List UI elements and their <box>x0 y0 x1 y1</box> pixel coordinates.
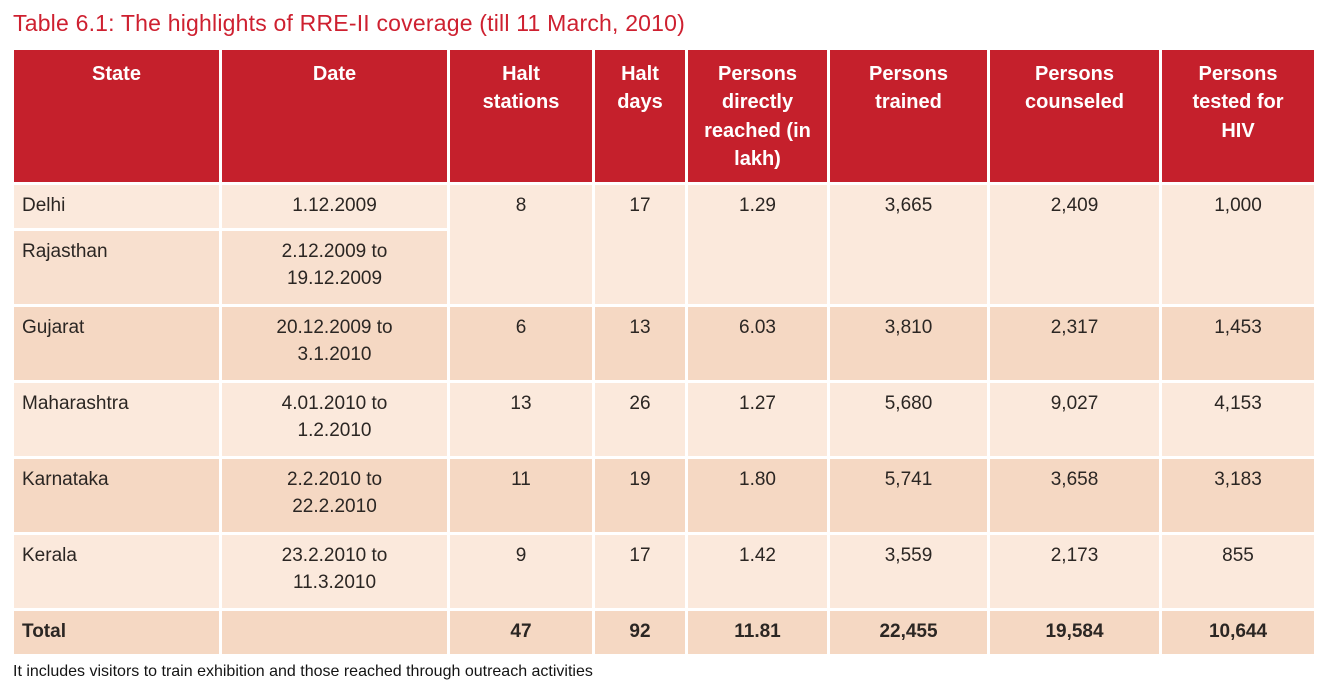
cell-date: 20.12.2009 to 3.1.2010 <box>219 303 450 383</box>
table-row-kerala: Kerala 23.2.2010 to 11.3.2010 9 17 1.42 … <box>11 531 1317 611</box>
table-row-delhi: Delhi 1.12.2009 8 17 1.29 3,665 2,409 1,… <box>11 181 1317 307</box>
coverage-table: State Date Halt stations Halt days Perso… <box>11 47 1317 657</box>
cell-persons-reached-total: 11.81 <box>685 607 830 657</box>
cell-persons-tested: 4,153 <box>1159 379 1317 459</box>
cell-halt-stations: 11 <box>447 455 595 535</box>
cell-persons-trained: 3,810 <box>827 303 990 383</box>
footnote: It includes visitors to train exhibition… <box>13 662 593 680</box>
cell-total-date-empty <box>219 607 450 657</box>
cell-persons-tested: 1,453 <box>1159 303 1317 383</box>
cell-halt-days: 17 <box>592 181 688 307</box>
cell-persons-trained: 5,680 <box>827 379 990 459</box>
cell-persons-trained: 3,559 <box>827 531 990 611</box>
cell-halt-stations: 13 <box>447 379 595 459</box>
cell-date: 2.2.2010 to 22.2.2010 <box>219 455 450 535</box>
cell-persons-reached: 6.03 <box>685 303 830 383</box>
col-header-halt-stations: Halt stations <box>447 47 595 185</box>
table-row-gujarat: Gujarat 20.12.2009 to 3.1.2010 6 13 6.03… <box>11 303 1317 383</box>
table-row-total: Total 47 92 11.81 22,455 19,584 10,644 <box>11 607 1317 657</box>
col-header-persons-reached: Persons directly reached (in lakh) <box>685 47 830 185</box>
cell-persons-reached: 1.27 <box>685 379 830 459</box>
col-header-state: State <box>11 47 222 185</box>
col-header-persons-tested: Persons tested for HIV <box>1159 47 1317 185</box>
cell-persons-tested-total: 10,644 <box>1159 607 1317 657</box>
table-row-karnataka: Karnataka 2.2.2010 to 22.2.2010 11 19 1.… <box>11 455 1317 535</box>
table-row-maharashtra: Maharashtra 4.01.2010 to 1.2.2010 13 26 … <box>11 379 1317 459</box>
cell-persons-counseled: 2,173 <box>987 531 1162 611</box>
cell-state: Gujarat <box>11 303 222 383</box>
cell-state: Delhi <box>11 181 222 231</box>
table-row-rajasthan: Rajasthan 2.12.2009 to 19.12.2009 <box>11 227 1316 307</box>
cell-persons-counseled-total: 19,584 <box>987 607 1162 657</box>
cell-persons-tested: 3,183 <box>1159 455 1317 535</box>
cell-date: 1.12.2009 <box>219 181 450 231</box>
cell-persons-counseled: 3,658 <box>987 455 1162 535</box>
cell-date: 2.12.2009 to 19.12.2009 <box>219 227 450 307</box>
cell-persons-reached: 1.29 <box>685 181 830 307</box>
cell-halt-stations-total: 47 <box>447 607 595 657</box>
cell-persons-trained: 5,741 <box>827 455 990 535</box>
cell-persons-trained-total: 22,455 <box>827 607 990 657</box>
cell-halt-stations: 9 <box>447 531 595 611</box>
cell-halt-days: 17 <box>592 531 688 611</box>
cell-state: Rajasthan <box>11 227 222 307</box>
cell-halt-days: 26 <box>592 379 688 459</box>
cell-state: Karnataka <box>11 455 222 535</box>
cell-persons-tested: 1,000 <box>1159 181 1317 307</box>
cell-halt-days: 19 <box>592 455 688 535</box>
cell-persons-trained: 3,665 <box>827 181 990 307</box>
cell-halt-stations: 8 <box>447 181 595 307</box>
header-row: State Date Halt stations Halt days Perso… <box>11 47 1317 185</box>
cell-date: 4.01.2010 to 1.2.2010 <box>219 379 450 459</box>
cell-persons-reached: 1.42 <box>685 531 830 611</box>
cell-persons-counseled: 2,317 <box>987 303 1162 383</box>
col-header-persons-counseled: Persons counseled <box>987 47 1162 185</box>
col-header-date: Date <box>219 47 450 185</box>
col-header-persons-trained: Persons trained <box>827 47 990 185</box>
cell-date: 23.2.2010 to 11.3.2010 <box>219 531 450 611</box>
cell-halt-days-total: 92 <box>592 607 688 657</box>
cell-halt-stations: 6 <box>447 303 595 383</box>
table-title: Table 6.1: The highlights of RRE-II cove… <box>13 10 686 36</box>
cell-state: Kerala <box>11 531 222 611</box>
cell-total-label: Total <box>11 607 222 657</box>
cell-persons-tested: 855 <box>1159 531 1317 611</box>
cell-persons-reached: 1.80 <box>685 455 830 535</box>
cell-persons-counseled: 2,409 <box>987 181 1162 307</box>
cell-state: Maharashtra <box>11 379 222 459</box>
cell-halt-days: 13 <box>592 303 688 383</box>
cell-persons-counseled: 9,027 <box>987 379 1162 459</box>
col-header-halt-days: Halt days <box>592 47 688 185</box>
